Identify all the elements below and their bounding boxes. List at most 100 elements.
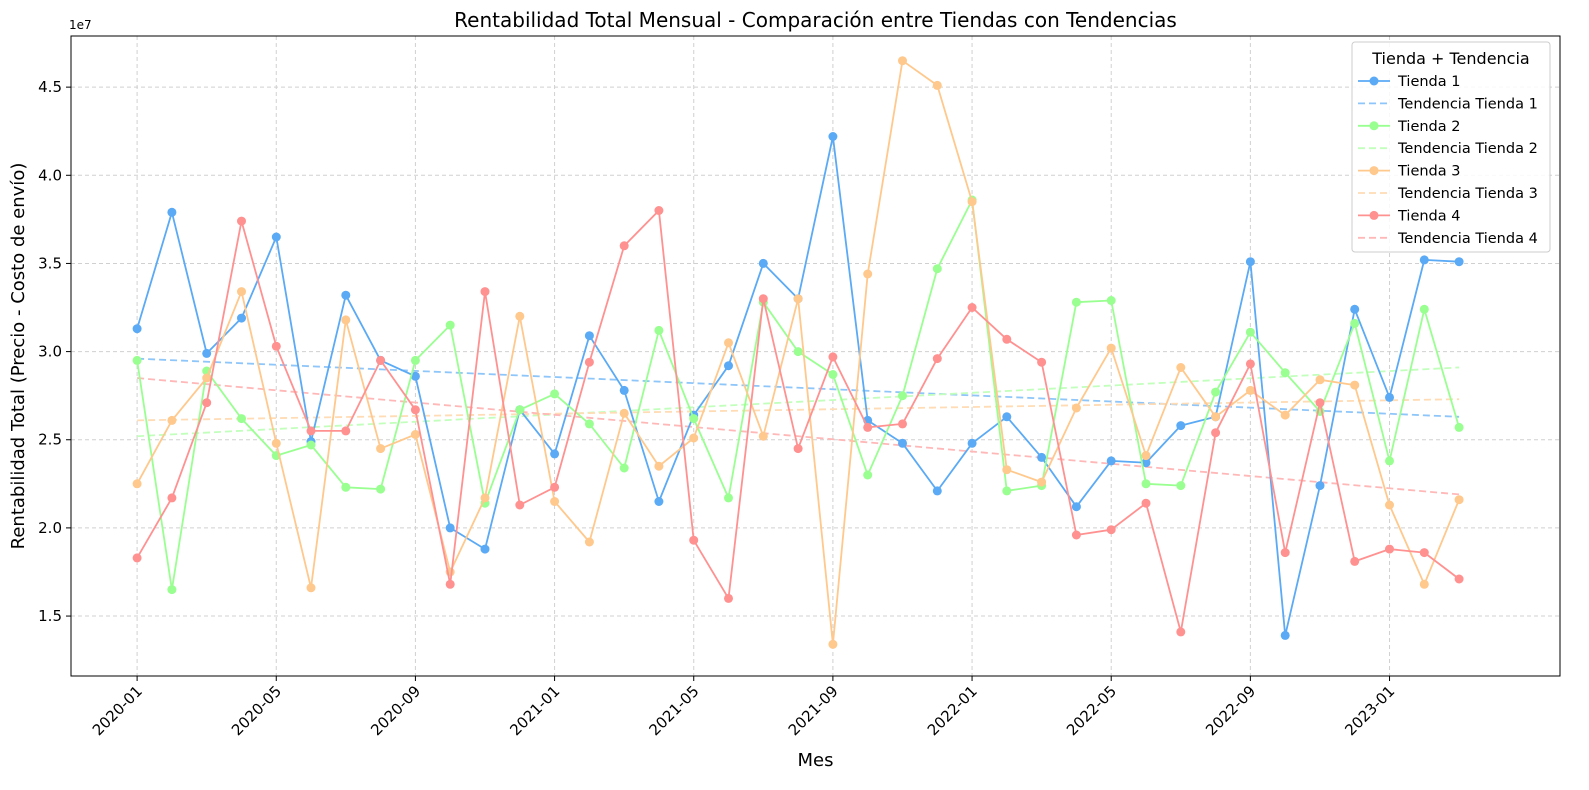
data-point bbox=[1419, 255, 1429, 265]
data-point bbox=[480, 493, 490, 503]
legend-label: Tendencia Tienda 2 bbox=[1397, 141, 1538, 157]
data-point bbox=[445, 523, 455, 533]
data-point bbox=[654, 461, 664, 471]
data-point bbox=[1071, 530, 1081, 540]
data-point bbox=[863, 422, 873, 432]
data-point bbox=[932, 80, 942, 90]
legend-label: Tienda 2 bbox=[1397, 119, 1460, 135]
data-point bbox=[689, 433, 699, 443]
data-point bbox=[1315, 481, 1325, 491]
legend-label: Tendencia Tienda 4 bbox=[1397, 231, 1538, 247]
legend-item: Tienda 3 bbox=[1358, 164, 1460, 180]
data-point bbox=[410, 430, 420, 439]
data-point bbox=[132, 355, 142, 365]
data-point bbox=[1350, 318, 1360, 328]
data-point bbox=[619, 241, 629, 251]
data-point bbox=[828, 132, 838, 141]
data-point bbox=[1350, 380, 1360, 390]
data-point bbox=[237, 216, 246, 226]
data-point bbox=[515, 500, 525, 510]
data-series bbox=[132, 56, 1464, 649]
data-point bbox=[1280, 630, 1290, 640]
trend-lines bbox=[137, 357, 1460, 496]
data-point bbox=[1245, 257, 1255, 267]
data-point bbox=[1315, 375, 1325, 385]
data-point bbox=[1071, 403, 1081, 413]
data-point bbox=[167, 207, 177, 217]
data-point bbox=[550, 497, 560, 506]
y-tick-label: 2.5 bbox=[38, 431, 62, 449]
data-point bbox=[793, 294, 803, 304]
data-point bbox=[1141, 458, 1151, 468]
data-point bbox=[1350, 556, 1360, 566]
data-point bbox=[445, 579, 455, 589]
series-3 bbox=[132, 56, 1464, 649]
data-point bbox=[271, 232, 281, 242]
chart-title: Rentabilidad Total Mensual - Comparación… bbox=[454, 8, 1177, 32]
data-point bbox=[898, 56, 907, 66]
legend-item: Tienda 2 bbox=[1358, 119, 1460, 135]
data-point bbox=[1385, 544, 1394, 554]
data-point bbox=[1037, 477, 1047, 487]
data-point bbox=[793, 444, 803, 454]
data-point bbox=[793, 347, 803, 357]
data-point bbox=[410, 371, 420, 381]
data-point bbox=[724, 593, 733, 603]
data-point bbox=[1002, 334, 1012, 344]
data-point bbox=[863, 269, 873, 279]
legend-items: Tienda 1 Tendencia Tienda 1 Tienda 2 Tenden… bbox=[1358, 74, 1538, 247]
data-point bbox=[1106, 456, 1116, 466]
data-point bbox=[550, 449, 560, 459]
data-point bbox=[758, 258, 768, 268]
y-tick-label: 3.0 bbox=[38, 343, 62, 361]
data-point bbox=[654, 325, 664, 335]
data-point bbox=[689, 414, 699, 424]
data-point bbox=[828, 639, 838, 649]
data-point bbox=[584, 357, 594, 367]
data-point bbox=[1280, 368, 1290, 378]
data-point bbox=[410, 405, 420, 415]
data-point bbox=[341, 290, 351, 300]
data-point bbox=[132, 324, 142, 334]
plot-frame bbox=[70, 35, 1561, 677]
data-point bbox=[584, 331, 594, 341]
data-point bbox=[1454, 574, 1464, 584]
data-point bbox=[445, 320, 455, 330]
data-point bbox=[654, 497, 664, 506]
data-point bbox=[1385, 392, 1394, 402]
y-tick-label: 2.0 bbox=[38, 519, 62, 537]
data-point bbox=[480, 544, 490, 554]
legend-box bbox=[1351, 41, 1551, 253]
y-tick-label: 4.0 bbox=[38, 166, 62, 184]
data-point bbox=[654, 206, 664, 215]
data-point bbox=[724, 338, 733, 348]
data-point bbox=[1315, 398, 1325, 408]
data-point bbox=[1280, 548, 1290, 558]
data-point bbox=[480, 287, 490, 297]
data-point bbox=[828, 352, 838, 362]
legend-label: Tienda 1 bbox=[1397, 74, 1460, 90]
legend-label: Tendencia Tienda 1 bbox=[1397, 96, 1538, 112]
data-point bbox=[1002, 465, 1012, 475]
data-point bbox=[1106, 525, 1116, 535]
data-point bbox=[1245, 385, 1255, 395]
trend-line bbox=[137, 398, 1460, 422]
data-point bbox=[132, 479, 142, 489]
data-point bbox=[898, 419, 907, 429]
legend-swatch-marker bbox=[1369, 121, 1379, 131]
data-point bbox=[1385, 456, 1394, 466]
data-point bbox=[758, 431, 768, 441]
legend-item: Tendencia Tienda 1 bbox=[1358, 96, 1538, 112]
data-point bbox=[1211, 387, 1221, 397]
data-point bbox=[967, 438, 977, 448]
data-point bbox=[1211, 412, 1221, 422]
data-point bbox=[1280, 410, 1290, 420]
data-point bbox=[1419, 548, 1429, 558]
data-point bbox=[1176, 421, 1186, 431]
data-point bbox=[1385, 500, 1394, 510]
data-point bbox=[410, 355, 420, 365]
data-point bbox=[550, 482, 560, 492]
y-axis-label: Rentabilidad Total (Precio - Costo de en… bbox=[8, 163, 29, 550]
data-point bbox=[202, 398, 212, 408]
